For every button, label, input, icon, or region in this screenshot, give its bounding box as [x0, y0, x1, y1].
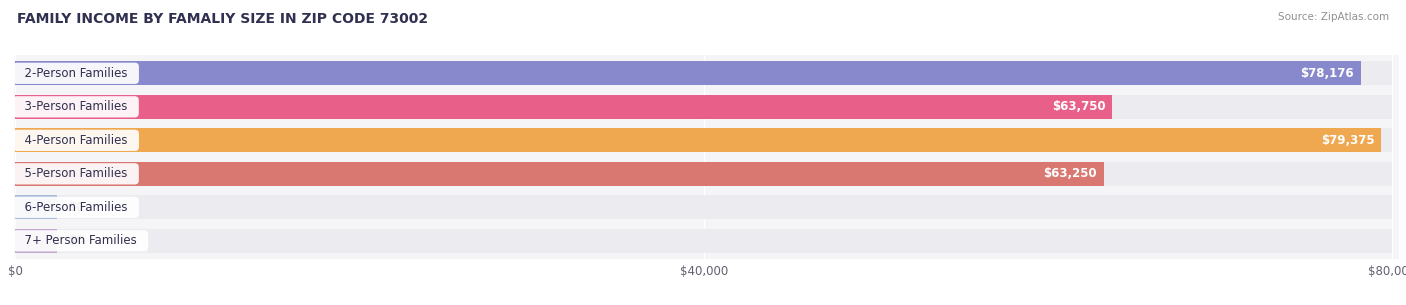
Bar — [15, 61, 1361, 85]
Text: $0: $0 — [67, 234, 84, 247]
Text: Source: ZipAtlas.com: Source: ZipAtlas.com — [1278, 12, 1389, 22]
Bar — [15, 128, 1392, 152]
Bar — [15, 195, 1392, 219]
Bar — [15, 162, 1392, 186]
Text: $79,375: $79,375 — [1320, 134, 1375, 147]
Bar — [15, 229, 1392, 253]
Bar — [15, 229, 56, 253]
Text: 7+ Person Families: 7+ Person Families — [17, 234, 143, 247]
Bar — [15, 128, 1381, 152]
Text: 3-Person Families: 3-Person Families — [17, 100, 135, 113]
Text: $63,250: $63,250 — [1043, 167, 1097, 180]
Text: $63,750: $63,750 — [1052, 100, 1105, 113]
Bar — [15, 61, 1392, 85]
Bar — [15, 95, 1112, 119]
Bar — [15, 195, 56, 219]
Bar — [15, 162, 1104, 186]
Text: 4-Person Families: 4-Person Families — [17, 134, 135, 147]
Text: $78,176: $78,176 — [1301, 67, 1354, 80]
Text: FAMILY INCOME BY FAMALIY SIZE IN ZIP CODE 73002: FAMILY INCOME BY FAMALIY SIZE IN ZIP COD… — [17, 12, 427, 26]
Text: 2-Person Families: 2-Person Families — [17, 67, 135, 80]
Text: 6-Person Families: 6-Person Families — [17, 201, 135, 214]
Bar — [15, 95, 1392, 119]
Text: 5-Person Families: 5-Person Families — [17, 167, 135, 180]
Text: $0: $0 — [67, 201, 84, 214]
